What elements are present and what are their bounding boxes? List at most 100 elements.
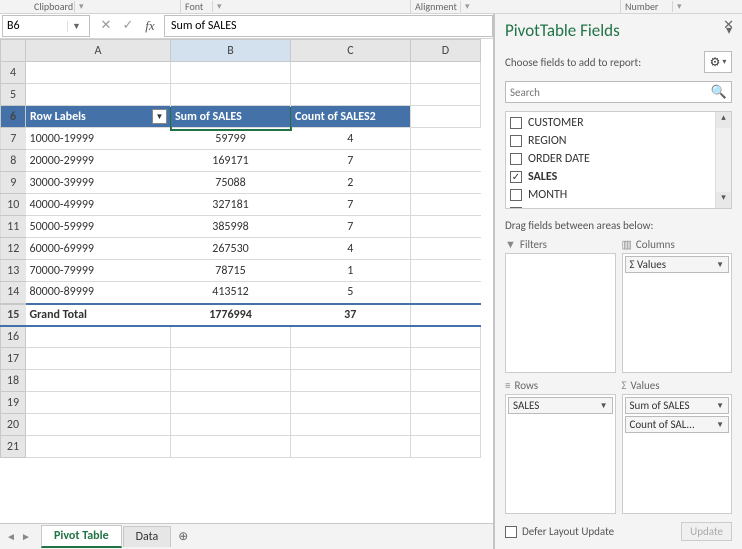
pivot-cell-count[interactable]: 4 [291, 238, 411, 260]
close-icon[interactable]: ✕ [723, 18, 734, 33]
cell-grid[interactable]: A B C D 456 Row Labels▼ Sum of SALES Cou… [0, 39, 493, 523]
field-item[interactable]: SALES [510, 168, 727, 186]
field-item[interactable]: CUSTOMER [510, 114, 727, 132]
col-header-c[interactable]: C [291, 40, 411, 62]
chevron-down-icon[interactable]: ▼ [600, 401, 608, 411]
rows-drop-zone[interactable]: SALES▼ [505, 394, 616, 514]
pivot-cell-count[interactable]: 1 [291, 260, 411, 282]
checkbox-icon [510, 189, 522, 201]
values-chip-count[interactable]: Count of SAL...▼ [625, 416, 730, 433]
row-header[interactable]: 8 [1, 150, 26, 172]
tab-nav-prev-icon[interactable]: ◄ [4, 530, 18, 543]
row-header[interactable]: 11 [1, 216, 26, 238]
row-header[interactable]: 10 [1, 194, 26, 216]
row-header[interactable]: 5 [1, 84, 26, 106]
update-button[interactable]: Update [681, 522, 732, 541]
tab-nav-next-icon[interactable]: ► [19, 530, 33, 543]
formula-input[interactable] [164, 15, 493, 37]
row-header[interactable]: 20 [1, 414, 26, 436]
pivot-header-sum[interactable]: Sum of SALES [171, 106, 291, 128]
pivot-cell-count[interactable]: 4 [291, 128, 411, 150]
pivot-header-count[interactable]: Count of SALES2 [291, 106, 411, 128]
pivot-cell-label[interactable]: 20000-29999 [26, 150, 171, 172]
cancel-icon[interactable]: ✕ [96, 18, 116, 34]
gear-icon[interactable]: ⚙▾ [704, 51, 732, 73]
field-item[interactable]: MONTH [510, 186, 727, 204]
row-header[interactable]: 16 [1, 326, 26, 348]
scroll-down-icon[interactable]: ▾ [716, 192, 731, 208]
pivot-cell-count[interactable]: 5 [291, 282, 411, 304]
row-header[interactable]: 17 [1, 348, 26, 370]
row-header[interactable]: 13 [1, 260, 26, 282]
row-header[interactable]: 12 [1, 238, 26, 260]
col-header-a[interactable]: A [26, 40, 171, 62]
row-header[interactable]: 19 [1, 392, 26, 414]
chevron-down-icon[interactable]: ▼ [716, 401, 724, 411]
pivot-cell-sum[interactable]: 327181 [171, 194, 291, 216]
enter-icon[interactable]: ✓ [118, 18, 138, 34]
pivot-cell-label[interactable]: 50000-59999 [26, 216, 171, 238]
pivot-header-rowlabels[interactable]: Row Labels▼ [26, 106, 171, 128]
row-header[interactable]: 7 [1, 128, 26, 150]
pivot-cell-sum[interactable]: 413512 [171, 282, 291, 304]
col-header-b[interactable]: B [171, 40, 291, 62]
pivot-total-count[interactable]: 37 [291, 304, 411, 326]
columns-drop-zone[interactable]: Σ Values▼ [622, 253, 733, 373]
values-drop-zone[interactable]: Sum of SALES▼ Count of SAL...▼ [622, 394, 733, 514]
pivot-cell-label[interactable]: 60000-69999 [26, 238, 171, 260]
filters-drop-zone[interactable] [505, 253, 616, 373]
row-header[interactable]: 15 [1, 304, 26, 326]
pivot-total-sum[interactable]: 1776994 [171, 304, 291, 326]
field-item-label: ORDER DATE [528, 152, 590, 166]
tab-pivot-table[interactable]: Pivot Table [41, 525, 122, 548]
pivot-cell-sum[interactable]: 385998 [171, 216, 291, 238]
pivot-cell-count[interactable]: 7 [291, 194, 411, 216]
pivot-total-label[interactable]: Grand Total [26, 304, 171, 326]
row-header[interactable]: 4 [1, 62, 26, 84]
row-header[interactable]: 21 [1, 436, 26, 458]
pivot-cell-label[interactable]: 10000-19999 [26, 128, 171, 150]
scroll-up-icon[interactable]: ▴ [716, 112, 731, 128]
rows-icon: ≡ [505, 379, 510, 392]
pivot-cell-label[interactable]: 40000-49999 [26, 194, 171, 216]
field-item[interactable]: REGION [510, 132, 727, 150]
name-box-input[interactable] [3, 17, 67, 35]
values-chip-sum[interactable]: Sum of SALES▼ [625, 397, 730, 414]
pivot-cell-label[interactable]: 70000-79999 [26, 260, 171, 282]
name-box-dropdown-icon[interactable]: ▼ [67, 21, 85, 32]
row-header[interactable]: 18 [1, 370, 26, 392]
chevron-down-icon[interactable]: ▼ [716, 260, 724, 270]
pivot-cell-count[interactable]: 7 [291, 150, 411, 172]
field-list-scrollbar[interactable]: ▴ ▾ [715, 112, 731, 208]
pivot-cell-sum[interactable]: 169171 [171, 150, 291, 172]
fx-icon[interactable]: fx [140, 18, 160, 34]
field-item[interactable]: YEAR [510, 204, 727, 209]
tab-data[interactable]: Data [123, 526, 172, 547]
pivot-cell-sum[interactable]: 59799 [171, 128, 291, 150]
row-header[interactable]: 6 [1, 106, 26, 128]
rows-chip-sales[interactable]: SALES▼ [508, 397, 613, 414]
field-search-input[interactable] [510, 86, 711, 99]
pivot-cell-sum[interactable]: 267530 [171, 238, 291, 260]
row-header[interactable]: 9 [1, 172, 26, 194]
field-list[interactable]: CUSTOMERREGION ORDER DATE SALESMONTHYEAR ▴… [505, 111, 732, 209]
rowlabels-dropdown-icon[interactable]: ▼ [152, 109, 167, 124]
pivot-cell-sum[interactable]: 75088 [171, 172, 291, 194]
col-header-d[interactable]: D [411, 40, 481, 62]
row-header[interactable]: 14 [1, 282, 26, 304]
name-box[interactable]: ▼ [2, 15, 90, 37]
defer-layout-checkbox[interactable]: Defer Layout Update [505, 525, 614, 538]
select-all-corner[interactable] [1, 40, 26, 62]
pivot-cell-count[interactable]: 7 [291, 216, 411, 238]
checkbox-icon [510, 135, 522, 147]
pivot-cell-sum[interactable]: 78715 [171, 260, 291, 282]
pivot-cell-label[interactable]: 30000-39999 [26, 172, 171, 194]
pivot-cell-label[interactable]: 80000-89999 [26, 282, 171, 304]
area-filters-label: Filters [520, 238, 547, 251]
columns-chip-values[interactable]: Σ Values▼ [625, 256, 730, 273]
field-item[interactable]: ORDER DATE [510, 150, 727, 168]
new-sheet-icon[interactable]: ⊕ [172, 529, 194, 544]
pivot-cell-count[interactable]: 2 [291, 172, 411, 194]
field-search[interactable]: 🔍 [505, 81, 732, 103]
chevron-down-icon[interactable]: ▼ [716, 420, 724, 430]
